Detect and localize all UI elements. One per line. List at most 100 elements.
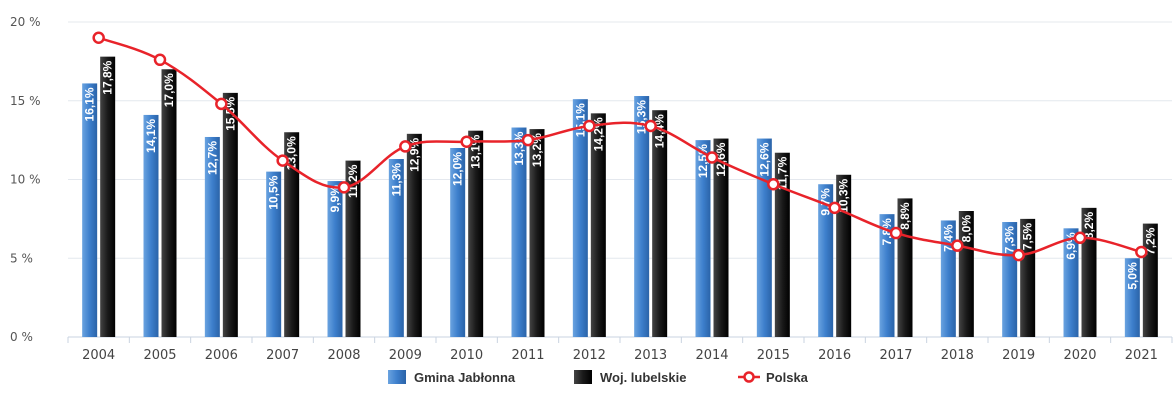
bar-woj-2015[interactable] <box>774 152 790 337</box>
bar-gmina-2019[interactable] <box>1002 222 1018 337</box>
bar-gmina-2005[interactable] <box>143 114 159 337</box>
legend-swatch <box>574 370 592 384</box>
x-tick-label: 2016 <box>818 348 851 363</box>
legend-item-2[interactable]: Polska <box>738 370 809 385</box>
polska-point-2013[interactable] <box>644 119 657 133</box>
bar-gmina-2004[interactable] <box>82 83 98 337</box>
y-tick-label: 0 % <box>10 330 33 344</box>
x-tick-label: 2019 <box>1002 348 1035 363</box>
bar-gmina-2015[interactable] <box>756 138 772 337</box>
data-label: 14,1% <box>144 119 158 153</box>
bar-woj-2008[interactable] <box>345 160 361 337</box>
data-label: 15,1% <box>573 103 587 137</box>
x-tick-label: 2015 <box>757 348 790 363</box>
data-label: 11,3% <box>389 163 403 197</box>
polska-point-2008[interactable] <box>337 181 351 194</box>
bar-woj-2009[interactable] <box>406 133 422 337</box>
legend-label: Polska <box>766 370 809 385</box>
bar-woj-2006[interactable] <box>222 92 238 337</box>
data-label: 10,5% <box>267 175 281 209</box>
polska-line <box>92 31 1148 262</box>
y-axis-ticks: 0 % 5 % 10 % 15 % 20 % <box>10 15 41 344</box>
bar-gmina-2009[interactable] <box>388 159 404 337</box>
legend-item-0[interactable]: Gmina Jabłonna <box>388 370 516 385</box>
bar-gmina-2011[interactable] <box>511 127 527 338</box>
bar-gmina-2008[interactable] <box>327 181 343 337</box>
bar-gmina-2012[interactable] <box>572 99 588 337</box>
data-label: 7,3% <box>1003 226 1017 254</box>
polska-point-2011[interactable] <box>521 133 535 147</box>
polska-point-2019[interactable] <box>1012 248 1025 262</box>
polska-point-2007[interactable] <box>276 154 289 167</box>
legend-item-1[interactable]: Woj. lubelskie <box>574 370 686 385</box>
bar-gmina-2013[interactable] <box>634 96 650 338</box>
bar-woj-2007[interactable] <box>284 132 300 337</box>
data-label: 8,0% <box>959 215 973 243</box>
data-label: 5,0% <box>1125 262 1139 290</box>
polska-point-2017[interactable] <box>889 226 903 240</box>
x-tick-label: 2004 <box>82 348 115 363</box>
y-tick-label: 5 % <box>10 251 33 265</box>
legend-label: Woj. lubelskie <box>600 370 686 385</box>
x-axis-ticks: 2004 2005 2006 2007 2008 2009 2010 2011 2012 2013… <box>67 337 1173 363</box>
bar-gmina-2016[interactable] <box>818 184 834 337</box>
polska-point-2014[interactable] <box>705 151 719 164</box>
y-tick-label: 20 % <box>10 15 41 29</box>
x-tick-label: 2018 <box>941 348 974 363</box>
polska-point-2005[interactable] <box>153 53 167 67</box>
polska-point-2016[interactable] <box>828 201 841 215</box>
data-label: 17,0% <box>162 73 176 107</box>
x-tick-label: 2017 <box>879 348 912 363</box>
polska-point-2012[interactable] <box>583 119 596 133</box>
x-tick-label: 2010 <box>450 348 483 363</box>
data-label: 12,0% <box>451 152 465 186</box>
bar-gmina-2017[interactable] <box>879 214 895 337</box>
data-label: 12,5% <box>696 144 710 178</box>
x-tick-label: 2009 <box>389 348 422 363</box>
polska-point-2021[interactable] <box>1135 245 1148 259</box>
y-tick-label: 10 % <box>10 173 41 187</box>
data-label: 7,2% <box>1143 227 1157 255</box>
polska-point-2010[interactable] <box>460 135 473 148</box>
bar-gmina-2006[interactable] <box>204 136 220 337</box>
data-label: 17,8% <box>101 60 115 94</box>
bar-woj-2012[interactable] <box>590 113 606 337</box>
bar-woj-2011[interactable] <box>529 129 545 337</box>
polska-point-2004[interactable] <box>92 31 105 44</box>
x-tick-label: 2020 <box>1063 348 1096 363</box>
polska-point-2009[interactable] <box>399 140 412 153</box>
polska-point-2018[interactable] <box>951 239 964 252</box>
data-label: 8,2% <box>1082 212 1096 240</box>
bar-woj-2010[interactable] <box>468 130 484 337</box>
data-label: 7,8% <box>880 218 894 246</box>
legend-swatch <box>388 370 406 384</box>
x-tick-label: 2014 <box>695 348 728 363</box>
bar-woj-2014[interactable] <box>713 138 729 337</box>
polska-point-2020[interactable] <box>1073 231 1087 245</box>
data-label: 9,9% <box>328 185 342 213</box>
bar-gmina-2018[interactable] <box>940 220 956 337</box>
bar-woj-2019[interactable] <box>1020 218 1036 337</box>
bar-woj-2004[interactable] <box>100 56 116 338</box>
legend[interactable]: Gmina Jabłonna Woj. lubelskie Polska <box>388 370 809 385</box>
data-label: 14,4% <box>653 114 667 148</box>
bar-gmina-2021[interactable] <box>1124 258 1140 337</box>
x-tick-label: 2005 <box>143 348 176 363</box>
bar-gmina-2020[interactable] <box>1063 228 1079 337</box>
bar-woj-2013[interactable] <box>652 110 668 337</box>
polska-point-2006[interactable] <box>215 97 228 111</box>
polska-point-2015[interactable] <box>767 177 780 191</box>
bar-gmina-2010[interactable] <box>450 148 466 337</box>
data-label: 10,3% <box>837 178 851 212</box>
data-label: 8,8% <box>898 202 912 230</box>
bar-gmina-2014[interactable] <box>695 140 711 337</box>
x-tick-label: 2008 <box>327 348 360 363</box>
bar-woj-2016[interactable] <box>836 174 852 337</box>
bar-woj-2005[interactable] <box>161 69 177 337</box>
data-label: 12,7% <box>205 141 219 175</box>
y-tick-label: 15 % <box>10 94 41 108</box>
x-tick-label: 2011 <box>511 348 544 363</box>
bar-gmina-2007[interactable] <box>266 171 282 337</box>
